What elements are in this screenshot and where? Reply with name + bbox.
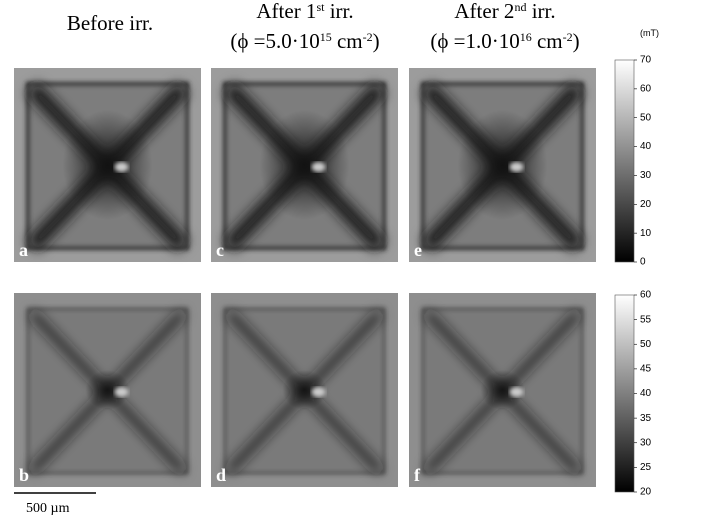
colorbar-tick-label: 40 [640,388,652,399]
colorbar-tick-label: 20 [640,487,652,498]
center [259,110,350,220]
mo-image [211,68,398,262]
center [62,110,153,220]
superscript: -2 [363,30,373,44]
superscript: 16 [520,30,532,44]
defect [509,387,524,397]
mo-image [14,293,201,487]
center [85,370,130,410]
defect [114,162,129,172]
panel-label: a [19,240,28,260]
mo-image [14,68,201,262]
mo-image [409,293,596,487]
header-text: After 2 [454,0,514,23]
colorbar [614,59,635,263]
panel-label: f [414,465,421,485]
colorbar-tick-label: 50 [640,112,652,123]
colorbar-tick-label: 30 [640,170,652,181]
header-text: cm [532,29,563,53]
colorbar-tick-label: 0 [640,257,646,268]
colorbar-tick-label: 25 [640,462,652,473]
column-header: (ϕ =5.0·1015 cm-2) [230,29,379,53]
colorbar-unit: (mT) [640,28,659,38]
header-text: (ϕ =5.0·10 [230,29,319,53]
center [457,110,548,220]
superscript: st [316,0,325,14]
superscript: nd [514,0,526,14]
colorbar-tick-label: 10 [640,228,652,239]
column-header: After 1st irr. [256,0,353,23]
header-text: Before irr. [67,11,153,35]
mo-image [409,68,596,262]
superscript: -2 [563,30,573,44]
colorbar [614,294,635,493]
defect [311,162,326,172]
header-text: cm [332,29,363,53]
header-text: irr. [324,0,353,23]
colorbar-tick-label: 30 [640,437,652,448]
panel-label: d [216,465,226,485]
center [480,370,525,410]
header-text: ) [573,29,580,53]
superscript: 15 [320,30,332,44]
colorbar-tick-label: 45 [640,364,652,375]
colorbar-tick-label: 50 [640,339,652,350]
colorbar-tick-label: 60 [640,290,652,301]
defect [311,387,326,397]
colorbar-tick-label: 35 [640,413,652,424]
header-text: ) [373,29,380,53]
header-text: (ϕ =1.0·10 [430,29,519,53]
panel-label: b [19,465,29,485]
scale-bar-label: 500 µm [26,501,70,516]
column-header: After 2nd irr. [454,0,555,23]
colorbar-tick-label: 40 [640,141,652,152]
header-text: irr. [526,0,555,23]
panel-label: c [216,240,224,260]
colorbar-tick-label: 55 [640,314,652,325]
center [282,370,327,410]
defect [114,387,129,397]
colorbar-tick-label: 70 [640,55,652,66]
colorbar-tick-label: 20 [640,199,652,210]
panel-label: e [414,240,422,260]
column-header: (ϕ =1.0·1016 cm-2) [430,29,579,53]
defect [509,162,524,172]
header-text: After 1 [256,0,316,23]
mo-image [211,293,398,487]
column-header: Before irr. [67,11,153,35]
colorbar-tick-label: 60 [640,83,652,94]
